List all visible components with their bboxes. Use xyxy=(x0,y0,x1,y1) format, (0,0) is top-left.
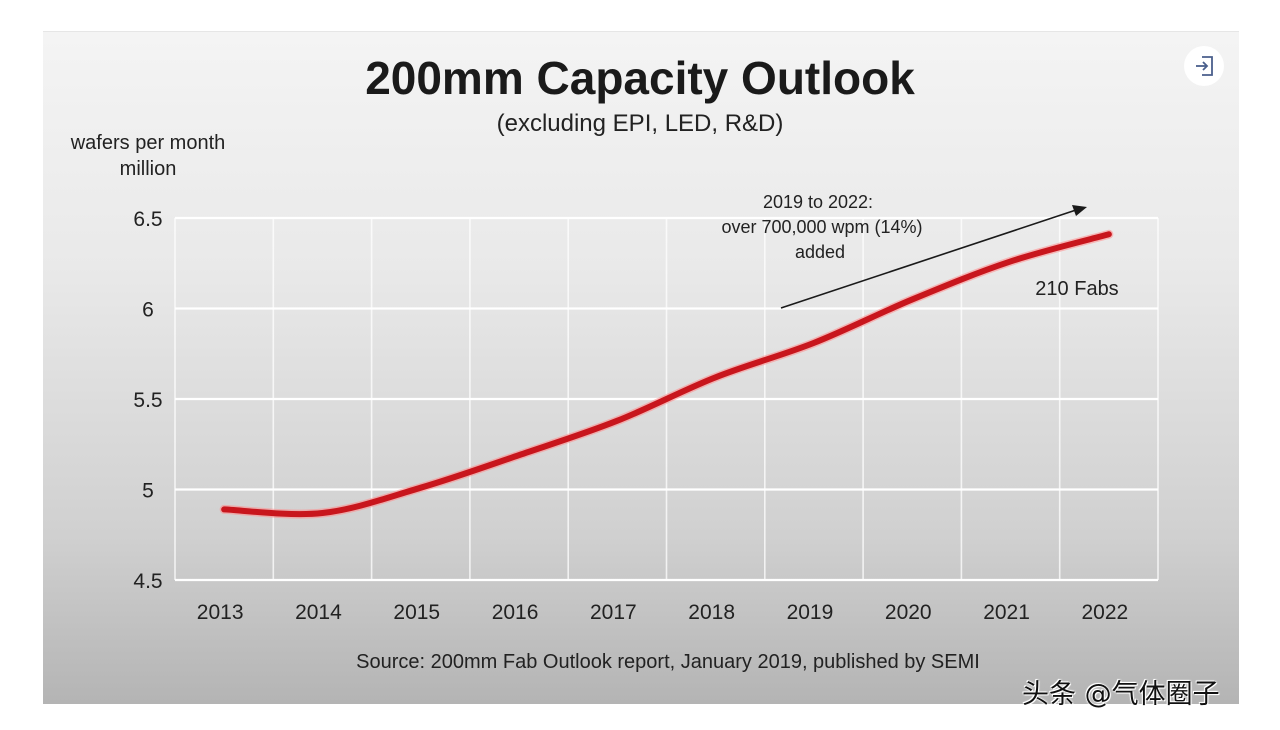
exit-fullscreen-button[interactable] xyxy=(1184,46,1224,86)
x-tick-label: 2021 xyxy=(983,601,1030,624)
x-tick-label: 2019 xyxy=(787,601,834,624)
annotation-line2: over 700,000 wpm (14%) xyxy=(721,217,922,237)
source-note: Source: 200mm Fab Outlook report, Januar… xyxy=(356,651,980,673)
series-line xyxy=(221,231,1112,518)
x-tick-label: 2020 xyxy=(885,601,932,624)
chart-panel xyxy=(43,31,1239,704)
annotation-line1: 2019 to 2022: xyxy=(763,192,873,212)
y-tick-label: 6 xyxy=(142,299,154,322)
y-tick-label: 5 xyxy=(142,480,154,503)
x-tick-label: 2018 xyxy=(688,601,735,624)
x-tick-label: 2017 xyxy=(590,601,637,624)
y-tick-labels: 4.5 5 5.5 6 6.5 xyxy=(133,208,162,593)
y-tick-label: 6.5 xyxy=(133,208,162,231)
chart-subtitle: (excluding EPI, LED, R&D) xyxy=(497,110,784,137)
chart-title: 200mm Capacity Outlook xyxy=(365,52,915,104)
fabs-label: 210 Fabs xyxy=(1035,278,1118,300)
x-tick-labels: 2013 2014 2015 2016 2017 2018 2019 2020 2021 2022 xyxy=(197,601,1128,624)
watermark: 头条 @气体圈子 xyxy=(1022,679,1220,710)
y-axis-label-line2: million xyxy=(120,158,177,180)
x-tick-label: 2016 xyxy=(492,601,539,624)
x-tick-label: 2015 xyxy=(393,601,440,624)
annotation-callout: 2019 to 2022: over 700,000 wpm (14%) add… xyxy=(721,192,1087,309)
exit-fullscreen-icon xyxy=(1196,56,1213,76)
annotation-arrow-shaft xyxy=(780,209,1077,309)
y-axis-label-line1: wafers per month xyxy=(70,132,226,154)
x-tick-label: 2014 xyxy=(295,601,342,624)
y-tick-label: 4.5 xyxy=(133,570,162,593)
annotation-line3: added xyxy=(795,242,845,262)
series-group xyxy=(219,229,1114,519)
y-tick-label: 5.5 xyxy=(133,389,162,412)
annotation-arrow-head xyxy=(1072,205,1087,216)
x-tick-label: 2013 xyxy=(197,601,244,624)
x-tick-label: 2022 xyxy=(1081,601,1128,624)
